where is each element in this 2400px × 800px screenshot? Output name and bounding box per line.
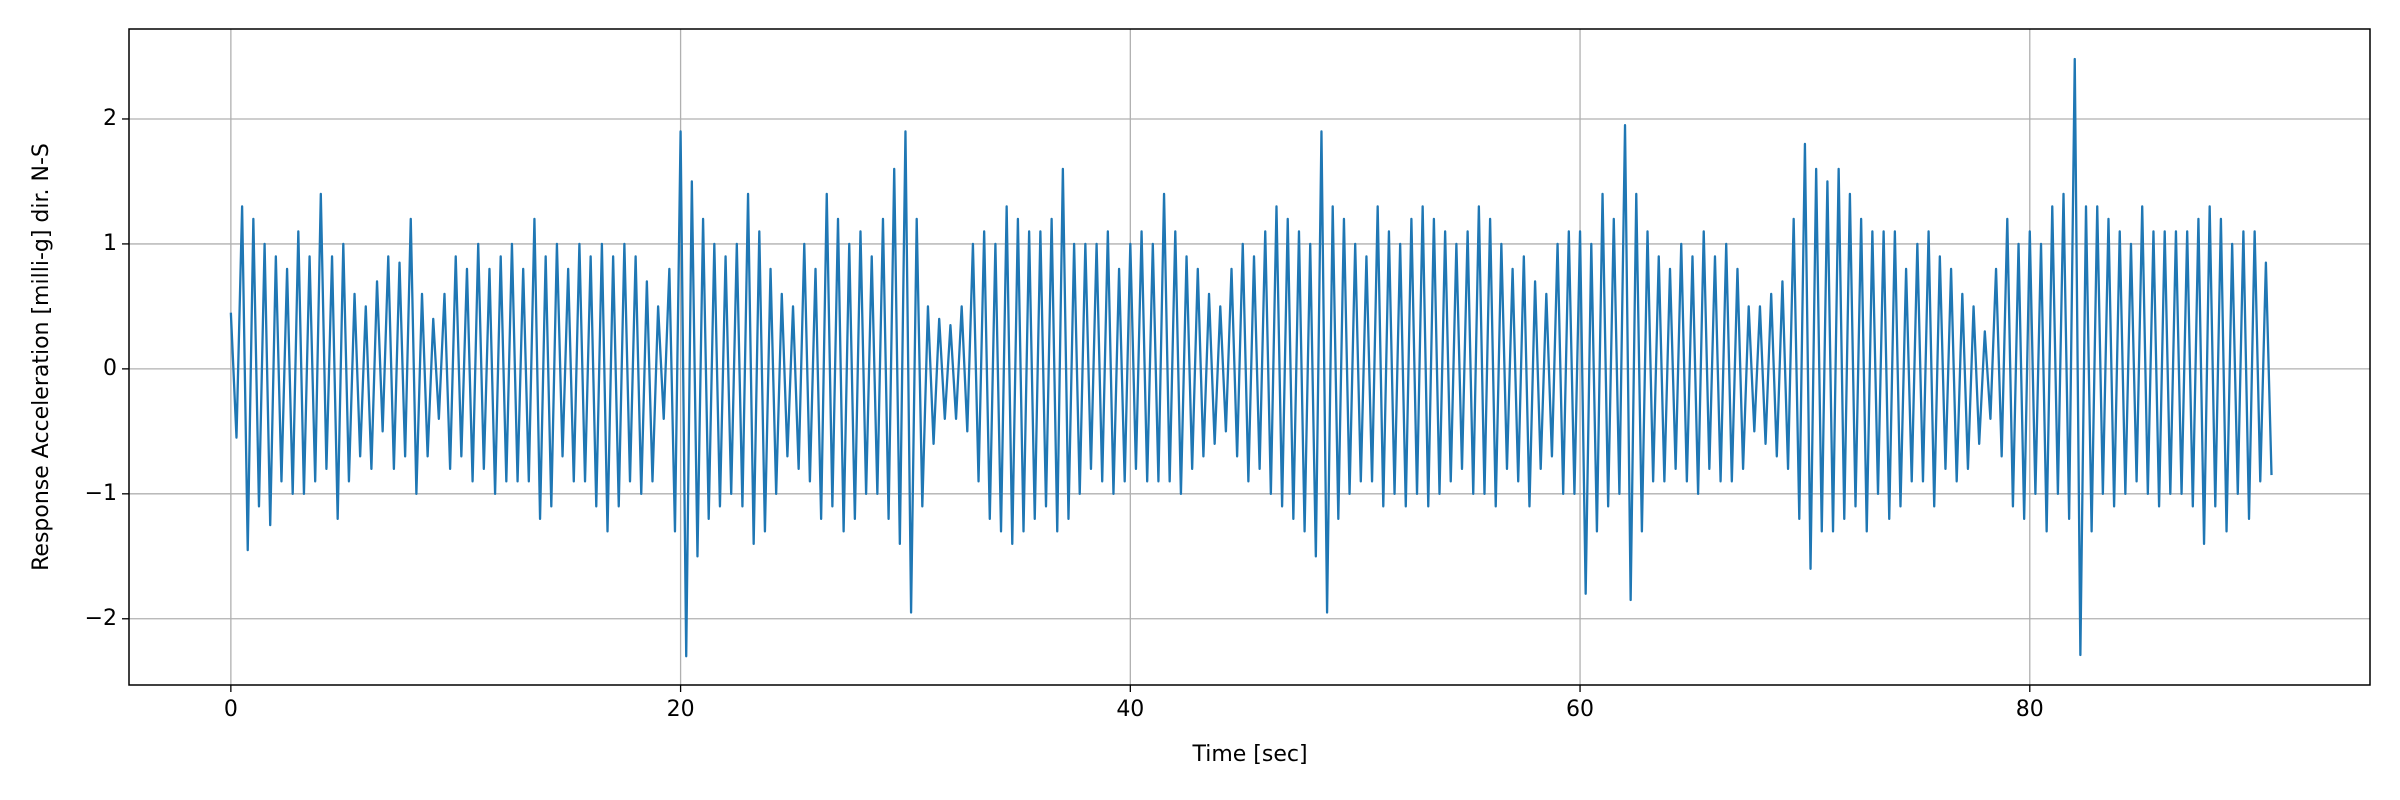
y-axis-label: Response Acceleration [milli-g] dir. N-S	[29, 143, 54, 571]
y-tick-label: −1	[85, 481, 117, 506]
x-tick-label: 80	[2016, 697, 2044, 722]
x-tick-label: 0	[224, 697, 238, 722]
y-tick-label: 2	[103, 106, 117, 131]
y-tick-label: 1	[103, 231, 117, 256]
x-tick-label: 40	[1116, 697, 1144, 722]
x-tick-label: 60	[1566, 697, 1594, 722]
y-tick-label: −2	[85, 606, 117, 631]
data-line	[229, 57, 2273, 658]
plot-frame	[128, 28, 2371, 686]
x-tick-label: 20	[667, 697, 695, 722]
y-tick-label: 0	[103, 356, 117, 381]
x-axis-label: Time [sec]	[1191, 742, 1307, 767]
